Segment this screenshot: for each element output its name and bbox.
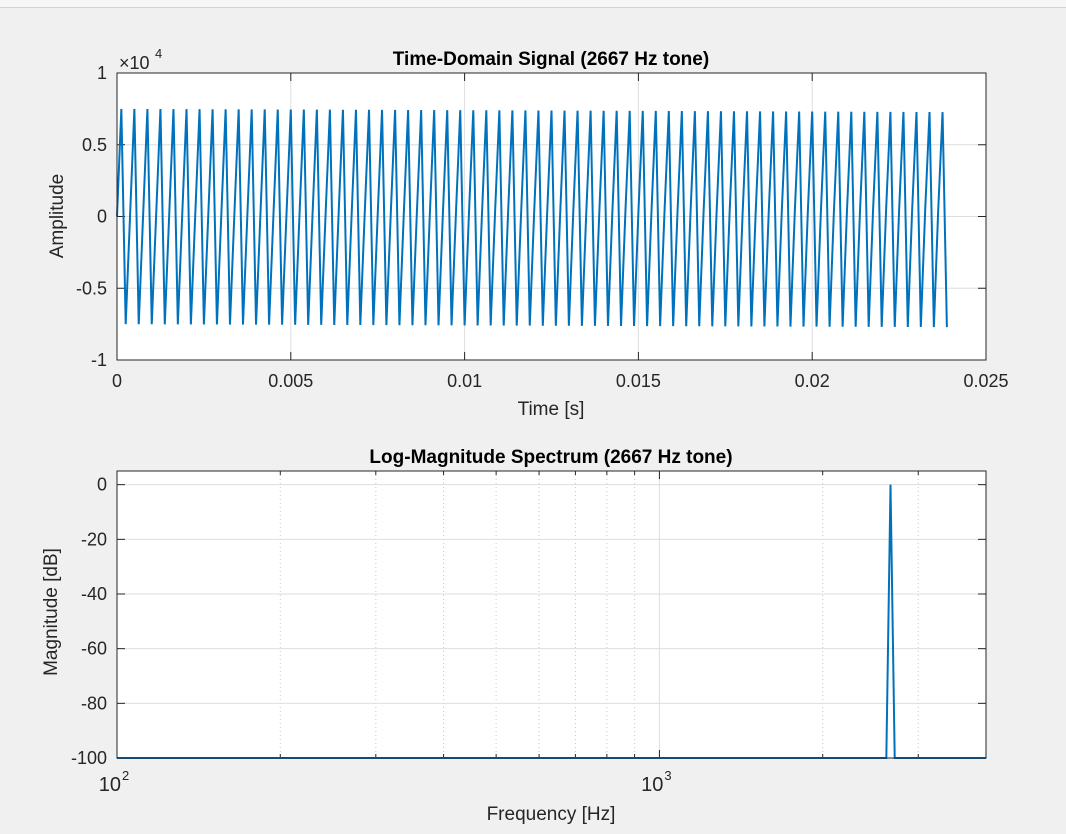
y-tick-label: -100 [71,748,107,768]
spectrum-axes-box [116,470,987,759]
y-tick-label: -60 [81,639,107,659]
y-tick-label: 0 [97,475,107,495]
x-tick-label: 0.025 [963,371,1008,391]
x-tick-label: 0 [112,371,122,391]
spectrum-ylabel: Magnitude [dB] [41,548,62,676]
x-tick-label: 0.015 [616,371,661,391]
time-domain-ticks: 0 0.005 0.01 0.015 0.02 0.025 -1 -0.5 0 0.5 1 [76,63,1009,391]
spectrum-ticks: 10 2 10 3-100-80-60-40-200 [71,471,986,796]
spectrum-title: Log-Magnitude Spectrum (2667 Hz tone) [369,447,732,468]
y-tick-label: -80 [81,693,107,713]
y-tick-label: -0.5 [76,278,107,298]
x-tick-label-power: 2 [122,768,129,783]
y-exponent-label: ×10 4 [119,46,162,73]
time-domain-signal-line [116,108,948,328]
x-tick-label-power: 3 [664,768,671,783]
y-exponent-power: 4 [155,46,162,61]
x-tick-label: 0.005 [268,371,313,391]
y-tick-label: -20 [81,529,107,549]
time-domain-axes: 0 0.005 0.01 0.015 0.02 0.025 -1 -0.5 0 0.5 1 Time… [47,46,1009,420]
time-domain-title: Time-Domain Signal (2667 Hz tone) [393,49,709,70]
y-tick-label: 1 [97,63,107,83]
y-tick-label: -1 [91,350,107,370]
x-tick-label-base: 10 [641,774,663,796]
x-tick-label: 0.01 [447,371,482,391]
x-tick-label: 0.02 [795,371,830,391]
window-toolbar-strip [0,0,1066,8]
spectrum-axes: 10 2 10 3-100-80-60-40-200 Log-Magnitude Sp… [41,447,987,825]
time-domain-axes-box [116,72,987,361]
y-tick-label: -40 [81,584,107,604]
y-tick-label: 0.5 [82,135,107,155]
y-tick-label: 0 [97,207,107,227]
x-tick-label-base: 10 [99,774,121,796]
spectrum-plot-area [117,471,986,758]
time-domain-ylabel: Amplitude [47,174,68,259]
time-domain-xlabel: Time [s] [518,399,585,420]
y-exponent-base: ×10 [119,53,150,73]
spectrum-xlabel: Frequency [Hz] [487,804,616,825]
